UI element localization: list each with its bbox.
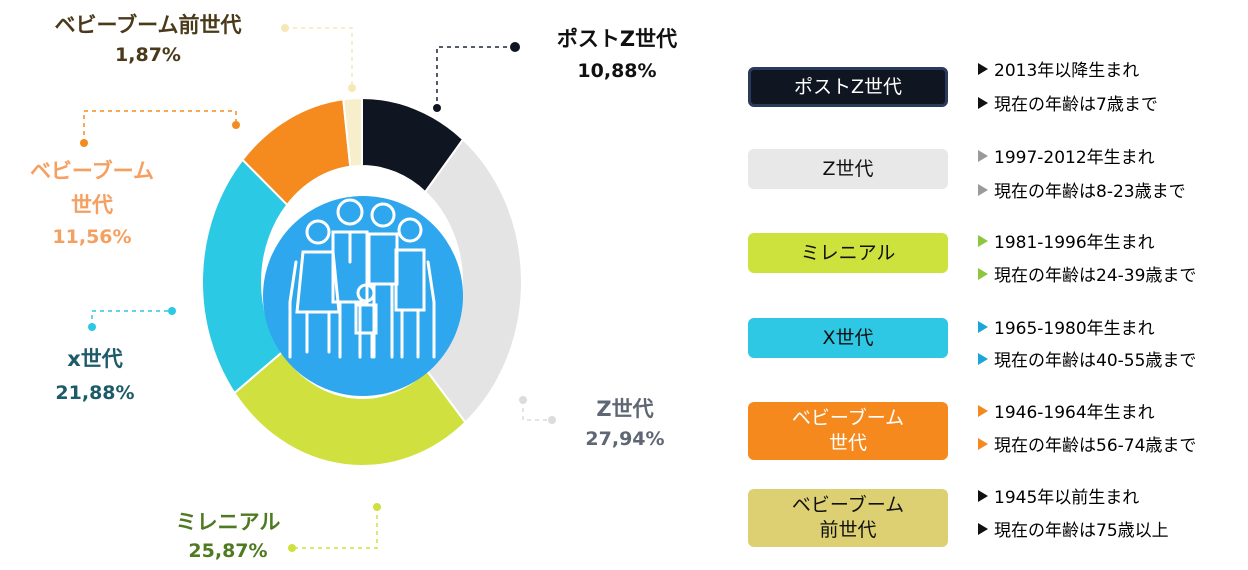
donut-segment [342, 96, 363, 168]
legend-box: ポストZ世代 [748, 67, 948, 107]
segment-label: ベビーブーム 世代 [29, 159, 155, 217]
donut-segment [423, 137, 523, 424]
center-circle [263, 196, 463, 396]
leader-line [436, 46, 515, 108]
legend-description: 1981-1996年生まれ [978, 228, 1155, 253]
bullet-marker [978, 404, 988, 417]
legend-box: Z世代 [748, 149, 948, 189]
bullet-marker [978, 267, 988, 280]
dot [510, 42, 520, 52]
legend-text: 2013年以降生まれ [994, 61, 1140, 81]
dot [519, 396, 527, 404]
segment-value-label: 25,87% [188, 540, 268, 562]
dot [281, 24, 289, 32]
dot [348, 84, 356, 92]
donut-segment [233, 350, 467, 467]
segment-label: ミレニアル [175, 510, 281, 534]
legend-text: 現在の年齢は7歳まで [994, 95, 1158, 115]
legend-description: 1965-1980年生まれ [978, 314, 1155, 339]
legend-text: 1997-2012年生まれ [994, 148, 1155, 168]
legend-description: 現在の年齢は75歳以上 [978, 516, 1169, 541]
bullet-marker [978, 320, 988, 333]
legend-description: 現在の年齢は24-39歳まで [978, 261, 1196, 286]
donut [201, 96, 523, 467]
legend-description: 1946-1964年生まれ [978, 398, 1155, 423]
legend-box: ベビーブーム 前世代 [748, 489, 948, 547]
segment-value-label: 1,87% [115, 44, 181, 66]
leader-line [522, 400, 552, 421]
leader-line [292, 507, 378, 549]
leader-line [285, 27, 353, 88]
legend-box: ミレニアル [748, 233, 948, 273]
bullet-marker [978, 96, 988, 109]
segment-value-label: 10,88% [577, 60, 657, 82]
legend-description: 1997-2012年生まれ [978, 143, 1155, 168]
legend-description: 現在の年齢は7歳まで [978, 90, 1158, 115]
legend-text: 現在の年齢は40-55歳まで [994, 351, 1197, 371]
legend-box: X世代 [748, 318, 948, 358]
legend-text: 1945年以前生まれ [994, 488, 1140, 508]
bullet-marker [978, 183, 988, 196]
bullet-marker [978, 437, 988, 450]
segment-value-label: 27,94% [585, 428, 665, 450]
legend-description: 現在の年齢は8-23歳まで [978, 177, 1186, 202]
bullet-marker [978, 489, 988, 502]
bullet-marker [978, 149, 988, 162]
segment-value-label: 11,56% [52, 226, 132, 248]
segment-value-label: 21,88% [55, 382, 135, 404]
legend-box: ベビーブーム 世代 [748, 402, 948, 460]
leader-lines [83, 27, 552, 549]
bullet-marker [978, 352, 988, 365]
dot [548, 416, 556, 424]
leader-line [83, 110, 237, 143]
dot [433, 104, 441, 112]
dot [373, 503, 381, 511]
segment-label: Z世代 [596, 397, 654, 421]
bullet-marker [978, 522, 988, 535]
segment-label: ポストZ世代 [556, 27, 678, 51]
dot [88, 323, 96, 331]
legend-description: 1945年以前生まれ [978, 483, 1139, 508]
leader-line [91, 310, 172, 327]
dot [288, 544, 296, 552]
leader-dots [80, 24, 556, 552]
dot [168, 307, 176, 315]
legend-text: 1946-1964年生まれ [994, 403, 1155, 423]
legend-text: 1981-1996年生まれ [994, 233, 1155, 253]
bullet-marker [978, 62, 988, 75]
legend-text: 現在の年齢は24-39歳まで [994, 266, 1197, 286]
segment-label: x世代 [67, 347, 123, 371]
legend-text: 1965-1980年生まれ [994, 319, 1155, 339]
legend-text: 現在の年齢は56-74歳まで [994, 436, 1197, 456]
bullet-marker [978, 234, 988, 247]
dot [232, 121, 240, 129]
segment-label: ベビーブーム前世代 [54, 13, 242, 37]
legend-description: 現在の年齢は56-74歳まで [978, 431, 1196, 456]
family-icon [288, 198, 436, 359]
legend-description: 現在の年齢は40-55歳まで [978, 346, 1196, 371]
legend-text: 現在の年齢は75歳以上 [994, 521, 1169, 541]
legend-description: 2013年以降生まれ [978, 56, 1139, 81]
legend-text: 現在の年齢は8-23歳まで [994, 182, 1186, 202]
dot [80, 139, 88, 147]
